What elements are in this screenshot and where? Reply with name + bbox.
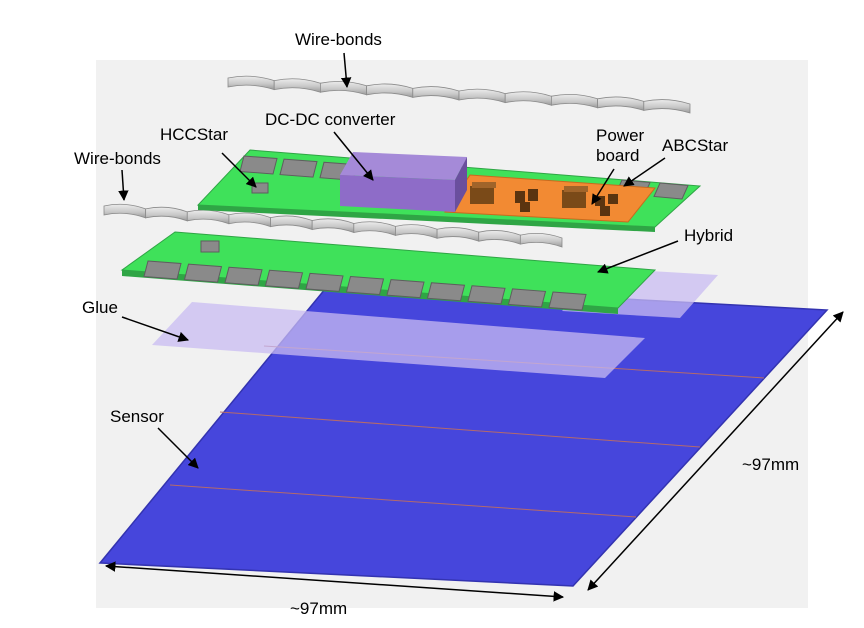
label-power-board-line1: Power bbox=[596, 126, 645, 145]
label-wire-bonds-left: Wire-bonds bbox=[74, 149, 161, 168]
wire-bonds-left-arrow bbox=[118, 169, 129, 202]
abcstar-chip bbox=[279, 158, 318, 178]
label-sensor: Sensor bbox=[110, 407, 164, 426]
abcstar-chip bbox=[305, 272, 344, 292]
abcstar-chip bbox=[653, 182, 689, 200]
abcstar-arrow bbox=[623, 157, 666, 187]
hccstar-arrow bbox=[221, 152, 257, 188]
sensor-arrow bbox=[157, 427, 199, 469]
abcstar-chip bbox=[183, 263, 223, 283]
hybrid-arrow bbox=[597, 240, 679, 274]
hybrid-small-chip bbox=[200, 240, 220, 253]
label-dcdc-converter: DC-DC converter bbox=[265, 110, 396, 129]
height-dimension-arrow bbox=[587, 311, 844, 591]
abcstar-chip bbox=[467, 285, 506, 305]
power-board-arrow bbox=[591, 168, 615, 205]
wire-bonds-top-arrow bbox=[340, 52, 352, 89]
label-wire-bonds-top: Wire-bonds bbox=[295, 30, 382, 49]
abcstar-chip bbox=[143, 260, 182, 280]
abcstar-chip bbox=[224, 266, 263, 286]
abcstar-chip bbox=[264, 269, 304, 289]
glue-arrow bbox=[121, 316, 189, 342]
wire-bonds-top bbox=[227, 75, 691, 114]
wire-bond bbox=[519, 232, 563, 248]
dcdc-arrow bbox=[333, 131, 374, 181]
wire-bonds-left bbox=[103, 203, 563, 248]
abcstar-chip bbox=[548, 291, 587, 311]
abcstar-chip bbox=[507, 288, 547, 308]
label-glue: Glue bbox=[82, 298, 118, 317]
label-abcstar: ABCStar bbox=[662, 136, 728, 155]
abcstar-chip bbox=[345, 275, 385, 296]
label-hccstar: HCCStar bbox=[160, 125, 228, 144]
abcstar-chip bbox=[239, 155, 278, 175]
power-board-components bbox=[470, 182, 618, 216]
sensor-strip-line bbox=[169, 484, 637, 518]
label-width-dimension: ~97mm bbox=[290, 599, 347, 618]
hybrid bbox=[120, 231, 657, 314]
label-hybrid: Hybrid bbox=[684, 226, 733, 245]
leader-arrows bbox=[118, 52, 679, 469]
labels: Wire-bonds HCCStar DC-DC converter Power… bbox=[74, 30, 799, 618]
glue-layer-left bbox=[152, 302, 645, 378]
hccstar-chip bbox=[251, 182, 269, 194]
dimension-arrows bbox=[104, 311, 844, 602]
label-power-board-line2: board bbox=[596, 146, 639, 165]
abcstar-chip-row bbox=[143, 260, 587, 311]
dcdc-converter-box bbox=[340, 152, 467, 212]
width-dimension-arrow bbox=[104, 561, 565, 602]
wire-bond bbox=[643, 99, 691, 114]
abcstar-chip bbox=[386, 279, 425, 299]
label-height-dimension: ~97mm bbox=[742, 455, 799, 474]
abcstar-chip bbox=[426, 282, 466, 302]
